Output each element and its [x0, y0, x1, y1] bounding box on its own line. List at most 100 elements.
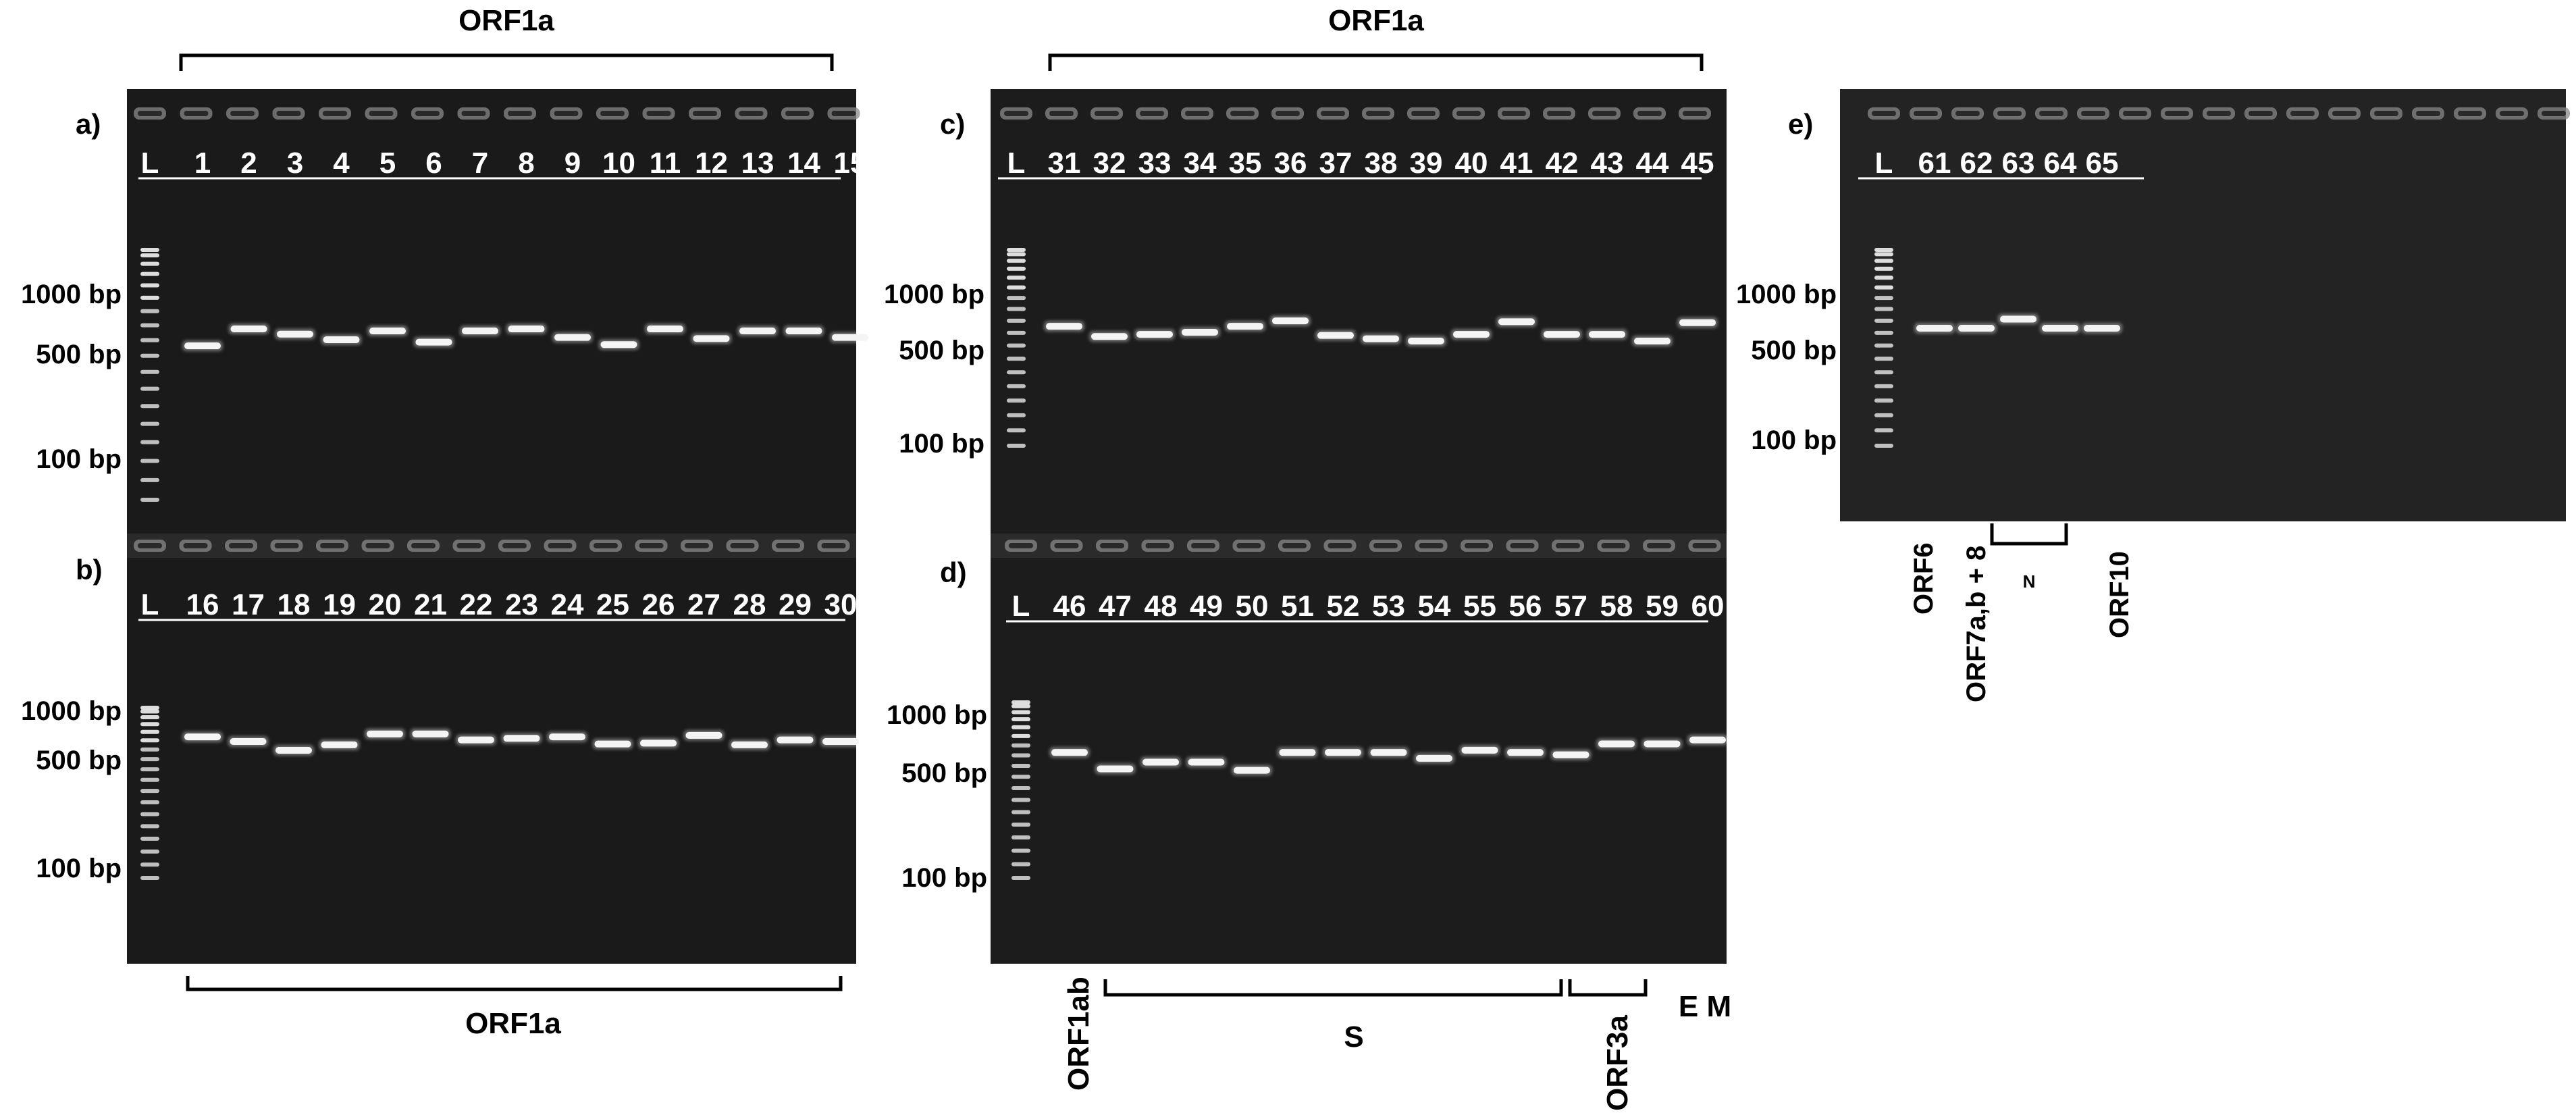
ladder-rung [1011, 733, 1030, 738]
gel-well-inner [554, 111, 579, 116]
gel-well-inner [1683, 111, 1707, 116]
pcr-band [503, 735, 540, 742]
pcr-band [1916, 325, 1953, 332]
ladder-rung [1011, 763, 1030, 768]
pcr-band [739, 328, 776, 335]
pcr-band [415, 338, 452, 346]
gel-e [1840, 89, 2566, 521]
lane-number-label: 44 [1636, 147, 1669, 180]
lane-number-label: 55 [1463, 590, 1496, 623]
pcr-band [549, 733, 585, 741]
pcr-band [508, 326, 545, 333]
lane-number-label: 41 [1500, 147, 1533, 180]
ladder-rung [1011, 775, 1030, 779]
ladder-rung [140, 862, 159, 867]
gel-cd [991, 89, 1727, 964]
lane-number-label: 46 [1053, 590, 1086, 623]
gel-well-inner [1100, 543, 1124, 548]
ladder-rung [1007, 357, 1026, 361]
gel-well-inner [274, 543, 299, 548]
lane-number-label: 30 [824, 588, 858, 621]
pcr-band [1958, 325, 1995, 332]
ladder-rung [1007, 330, 1026, 335]
ladder-rung [1011, 700, 1030, 704]
ladder-rung [140, 836, 159, 841]
ladder-rung [1007, 428, 1026, 433]
pcr-band [230, 326, 267, 333]
gel-well-inner [1955, 111, 1980, 116]
gel-well-inner [1009, 543, 1033, 548]
pcr-band [1589, 331, 1625, 338]
pcr-band [184, 733, 221, 741]
pcr-band [731, 741, 768, 748]
pcr-band [323, 336, 360, 344]
gel-well-inner [1095, 111, 1119, 116]
pcr-band [832, 334, 868, 341]
lane-number-label: 25 [596, 588, 629, 621]
gel-well-inner [138, 111, 162, 116]
size-500-c: 500 bp [899, 336, 984, 365]
title-orf1a-left: ORF1a [458, 4, 554, 37]
gel-well-inner [2500, 111, 2524, 116]
pcr-band [822, 737, 859, 745]
lane-number-label: 57 [1554, 590, 1587, 623]
gel-well-inner [184, 111, 209, 116]
lane-number-label: 65 [2086, 147, 2119, 180]
gel-well-inner [502, 543, 527, 548]
lane-number-label: 33 [1138, 147, 1172, 180]
gene-n: N [2023, 571, 2036, 592]
gene-orf6: ORF6 [1909, 542, 1939, 615]
ladder-rung [1874, 307, 1893, 311]
ladder-rung [1007, 444, 1026, 448]
ladder-rung [140, 353, 159, 358]
ladder-rung [140, 738, 159, 743]
ladder-rung [1874, 296, 1893, 301]
ladder-rung [1011, 717, 1030, 722]
ladder-rung [1007, 413, 1026, 417]
gel-well-inner [2165, 111, 2189, 116]
ladder-rung [140, 767, 159, 772]
size-100-c: 100 bp [899, 429, 984, 459]
panel-e-label: e) [1788, 108, 1813, 140]
ladder-lane-label: L [1012, 590, 1030, 623]
gel-well-inner [1997, 111, 2022, 116]
gel-well-inner [730, 543, 755, 548]
panel-c-label: c) [940, 108, 965, 140]
ladder-rung [1007, 296, 1026, 301]
gel-well-inner [1872, 111, 1896, 116]
pcr-band [275, 747, 312, 754]
lane-number-label: 11 [650, 147, 681, 180]
pcr-band [1272, 317, 1309, 325]
ladder-rung [140, 253, 159, 258]
gene-s: S [1344, 1020, 1363, 1054]
ladder-rung [140, 757, 159, 762]
gel-well-inner [2542, 111, 2566, 116]
ladder-rung [1874, 428, 1893, 433]
ladder-rung [140, 722, 159, 727]
gel-well-inner [739, 111, 764, 116]
ladder-rung [140, 323, 159, 328]
ladder-rung [1874, 259, 1893, 263]
panel-d-label: d) [940, 556, 967, 588]
lane-number-label: 63 [2002, 147, 2035, 180]
gel-well-inner [1140, 111, 1164, 116]
ladder-rung [1007, 307, 1026, 311]
ladder-rung [1007, 370, 1026, 375]
ladder-rung [140, 283, 159, 288]
gel-well-inner [1692, 543, 1717, 548]
ladder-rung [1874, 248, 1893, 252]
pcr-band [594, 740, 631, 748]
pcr-band [1097, 765, 1134, 773]
ladder-lane-label: L [1875, 147, 1893, 180]
ladder-rung [1011, 710, 1030, 715]
pcr-band [1370, 749, 1407, 756]
ladder-rung [140, 338, 159, 342]
lane-number-label: 27 [687, 588, 720, 621]
gel-well-inner [2249, 111, 2273, 116]
gel-well-inner [1601, 543, 1626, 548]
pcr-band [1227, 323, 1263, 330]
gel-well-inner [1276, 111, 1300, 116]
pcr-band [1325, 749, 1361, 756]
pcr-band [367, 730, 403, 737]
ladder-rung [140, 477, 159, 482]
